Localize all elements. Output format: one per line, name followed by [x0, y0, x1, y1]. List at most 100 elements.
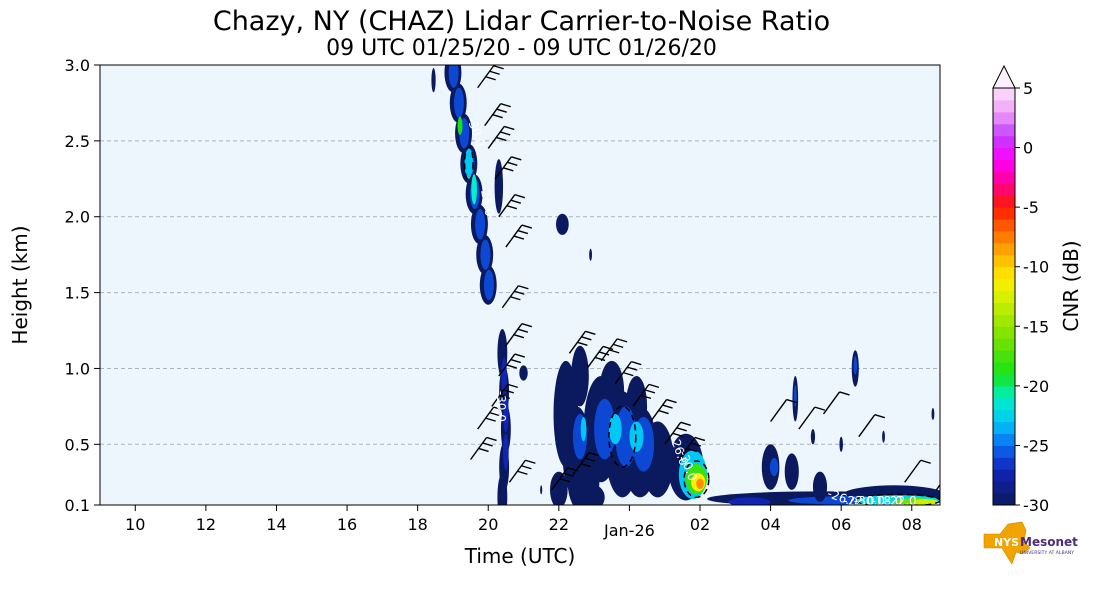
- colorbar-segment: [993, 111, 1015, 125]
- wind-barb-flag: [648, 383, 660, 389]
- colorbar: 5 0 -5 -10 -15 -20 -25 -30: [992, 64, 1049, 515]
- svg-text:UNIVERSITY AT ALBANY: UNIVERSITY AT ALBANY: [1020, 550, 1074, 556]
- cnr-cell: [931, 407, 935, 421]
- colorbar-segment: [993, 421, 1015, 435]
- wind-barb-shaft: [858, 414, 876, 438]
- wind-barb-flag: [585, 330, 596, 335]
- wind-barb-flag: [496, 136, 507, 142]
- wind-barb: [501, 285, 529, 309]
- cnr-layer-mid: [480, 239, 491, 270]
- cnr-column: [497, 473, 508, 505]
- wind-barb-flag: [507, 161, 518, 166]
- x-tick-label: 10: [125, 515, 145, 534]
- cnr-layer-mid: [475, 209, 486, 240]
- colorbar-segment: [993, 290, 1015, 303]
- colorbar-tick-label: -30: [1023, 496, 1049, 515]
- cnr-layer-outer: [556, 213, 569, 235]
- colorbar-segment: [993, 302, 1015, 315]
- wind-barb-flag: [499, 394, 510, 400]
- colorbar-segment: [993, 88, 1015, 101]
- wind-barb-flag: [521, 323, 533, 328]
- cnr-layer-core: [464, 148, 474, 179]
- colorbar-segment: [993, 135, 1015, 149]
- colorbar-segment: [993, 433, 1015, 446]
- colorbar-segment: [993, 159, 1015, 172]
- wind-barb: [505, 323, 533, 347]
- wind-barb: [678, 436, 706, 460]
- wind-barb: [508, 459, 536, 483]
- colorbar-tick-label: -25: [1023, 436, 1049, 455]
- colorbar-segment: [993, 409, 1015, 423]
- y-tick-label: 0.1: [65, 496, 90, 515]
- colorbar-segment: [993, 314, 1015, 327]
- wind-barb-shaft: [770, 399, 788, 422]
- wind-barb: [498, 353, 526, 377]
- wind-barb-flag: [521, 224, 533, 229]
- wind-barb-flag: [594, 356, 606, 362]
- nys-mesonet-logo: NYS Mesonet UNIVERSITY AT ALBANY: [978, 518, 1082, 566]
- wind-barb-flag: [478, 447, 489, 453]
- colorbar-segment: [993, 207, 1015, 220]
- wind-barb: [551, 467, 578, 491]
- colorbar-segment: [993, 481, 1015, 494]
- x-tick-label: 08: [902, 515, 922, 534]
- wind-barb-flag: [627, 366, 638, 371]
- cnr-bl-outer: [571, 345, 589, 407]
- wind-barb-flag: [662, 404, 673, 409]
- wind-barb-flag: [920, 459, 931, 464]
- wind-barb-flag: [521, 465, 532, 470]
- x-axis-ticks: 10 12 14 16 18 20 22 Jan-26 02 04 06 08: [125, 505, 922, 540]
- wind-barb-flag: [623, 371, 634, 377]
- colorbar-segment: [993, 278, 1015, 292]
- colorbar-segment: [993, 350, 1015, 363]
- plot-background: [100, 65, 940, 505]
- cnr-precip-core: [696, 478, 704, 490]
- cnr-cell-core: [793, 385, 797, 407]
- wind-barb-flag: [504, 125, 515, 131]
- y-tick-label: 3.0: [65, 56, 90, 75]
- wind-barb-flag: [503, 167, 514, 172]
- wind-barb-flag: [584, 457, 596, 462]
- colorbar-extend-arrow: [992, 64, 1016, 89]
- new-york-state-map-icon: [983, 521, 1031, 565]
- wind-barb-flag: [517, 328, 529, 333]
- wind-barb: [632, 383, 660, 407]
- colorbar-segment: [993, 338, 1015, 351]
- colorbar-segment: [993, 183, 1015, 196]
- wind-barb-flag: [507, 383, 518, 389]
- y-tick-label: 0.5: [65, 435, 90, 454]
- cnr-layer-outer: [431, 68, 436, 93]
- x-tick-label: 22: [549, 515, 569, 534]
- colorbar-segment: [993, 230, 1015, 244]
- wind-barb-flag: [640, 394, 652, 400]
- wind-barb-flag: [486, 436, 497, 442]
- colorbar-segment: [993, 99, 1015, 113]
- cnr-bl-outer: [583, 485, 605, 505]
- cnr-layer-outer: [589, 248, 593, 261]
- wind-barb-flag: [510, 199, 522, 204]
- wind-barb: [904, 459, 931, 483]
- colorbar-tick-label: -15: [1023, 317, 1049, 336]
- wind-barb-flag: [500, 103, 511, 108]
- wind-barb-flag: [492, 114, 503, 119]
- x-tick-label: Jan-26: [603, 521, 655, 540]
- wind-barb: [935, 483, 940, 491]
- colorbar-segment: [993, 469, 1015, 482]
- wind-barb-flag: [513, 235, 525, 240]
- wind-barb-shaft: [798, 406, 816, 430]
- cnr-cell-core: [853, 356, 858, 375]
- wind-barb-flag: [500, 131, 511, 136]
- wind-barb-flag: [686, 447, 698, 453]
- cnr-contour: [683, 460, 710, 499]
- x-tick-label: 20: [478, 515, 498, 534]
- wind-barb-flag: [631, 360, 642, 366]
- wind-barb: [491, 383, 518, 407]
- y-tick-label: 1.0: [65, 359, 90, 378]
- wind-barb: [572, 451, 600, 476]
- x-tick-label: 02: [690, 515, 710, 534]
- contour-label: -22.0: [886, 494, 917, 508]
- colorbar-frame: [992, 87, 1016, 506]
- wind-barb-flag: [563, 472, 574, 477]
- cnr-bl-outer: [550, 471, 568, 505]
- colorbar-segment: [993, 457, 1015, 470]
